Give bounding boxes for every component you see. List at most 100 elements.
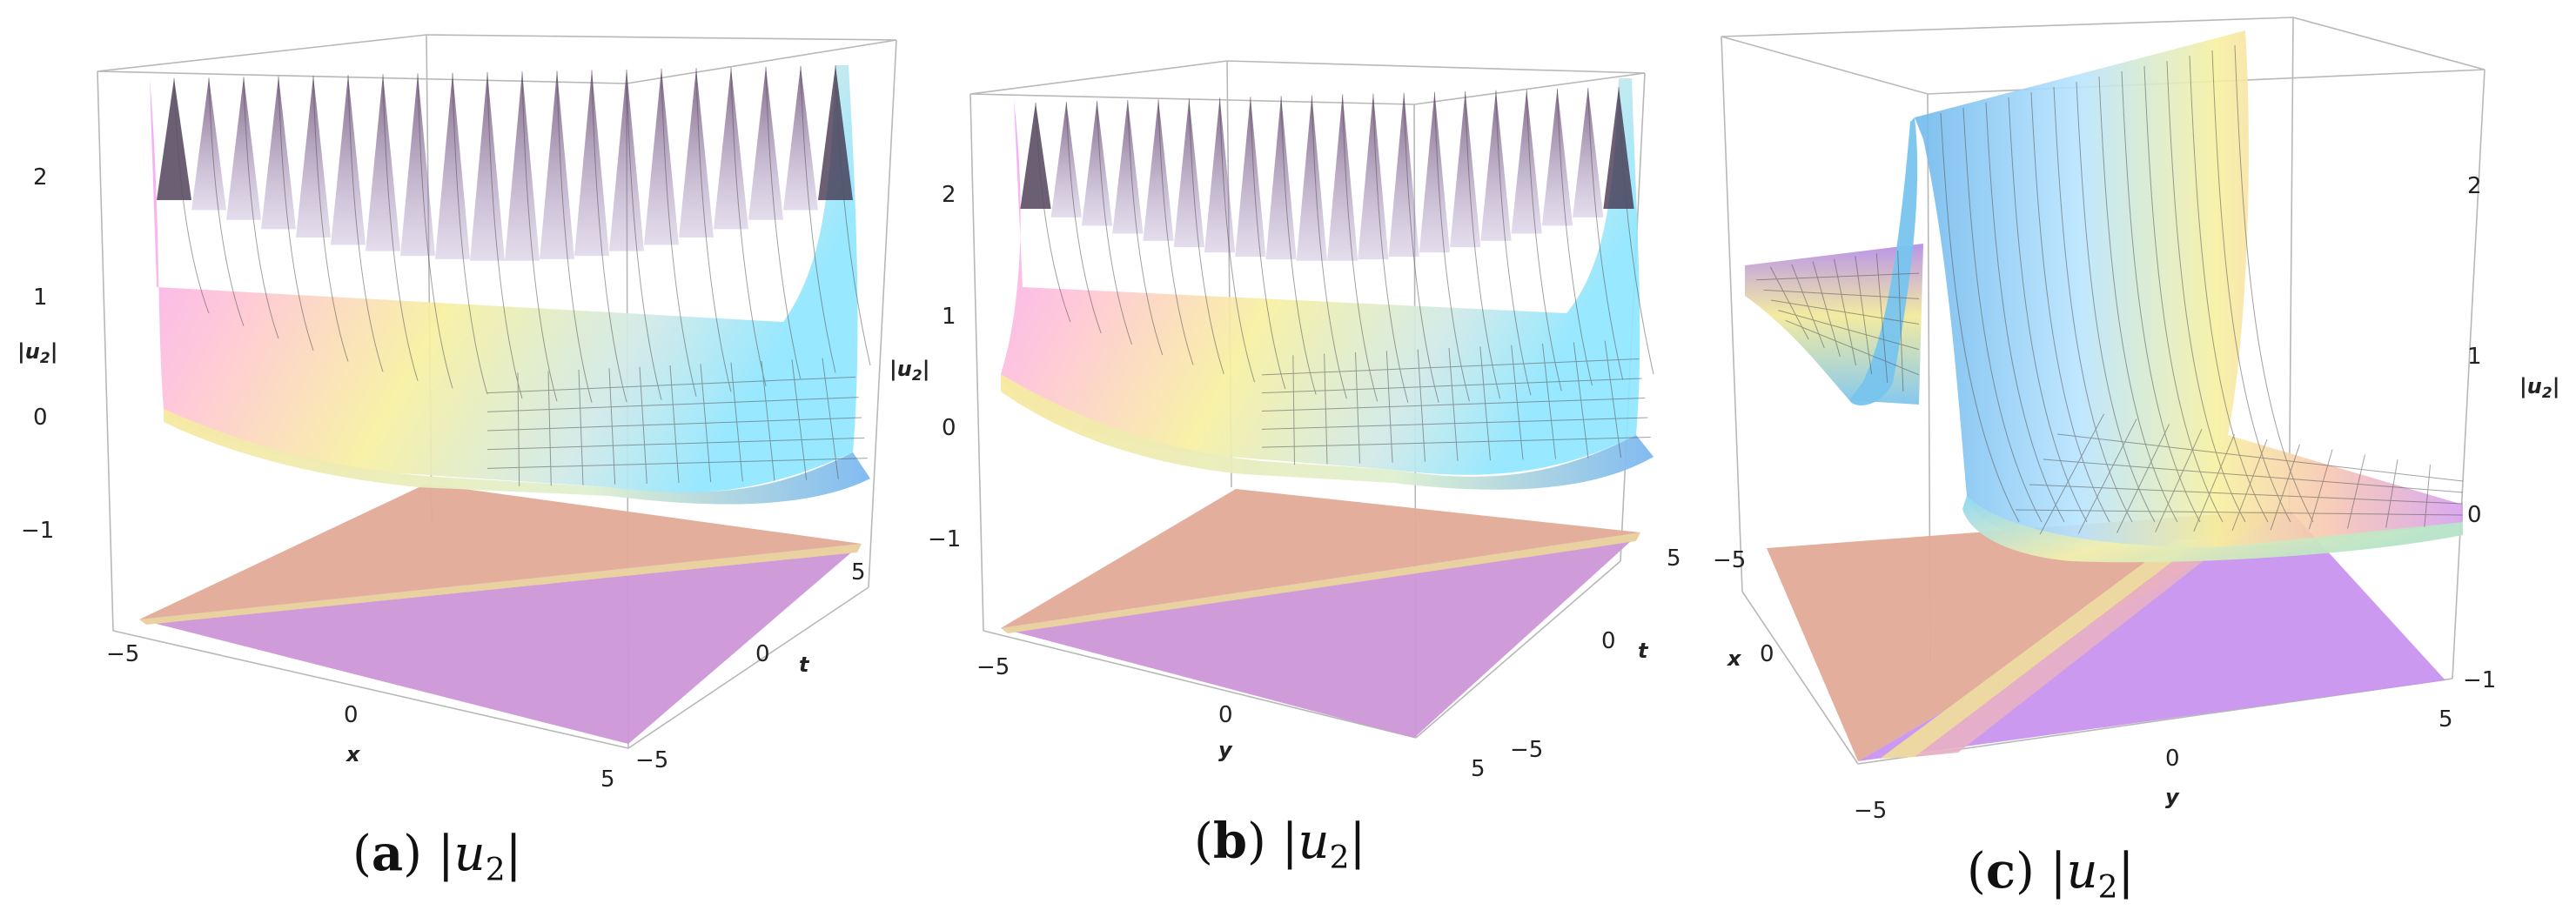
z-tick-c-0: 0 <box>2467 502 2482 528</box>
z-axis-ticks-b: 2 1 0 −1 <box>928 182 961 552</box>
surface-a-mesh-curve <box>661 68 697 397</box>
surface-b-mesh-curve <box>1495 90 1532 396</box>
panel-a: 2 1 0 −1 |u2| −5 0 5 x 5 0 −5 t (a) |u2| <box>17 34 897 888</box>
surface-a-peak <box>470 71 505 261</box>
surface-a-mesh-curve <box>591 70 627 403</box>
y-tick-c-m5: −5 <box>1854 798 1887 824</box>
surface-a-mesh-curve <box>835 64 871 366</box>
surface-a-mesh-curve <box>730 67 767 386</box>
surface-a-peak <box>574 70 609 257</box>
surface-b-mesh-curve <box>1403 92 1439 403</box>
surface-b-peak <box>1081 101 1113 226</box>
surface-c <box>1745 30 2464 563</box>
y-tick-c-0: 0 <box>2165 746 2180 772</box>
surface-c-grid-line <box>2039 413 2104 535</box>
x-axis-label-a: x <box>345 742 361 766</box>
surface-b-grid-line <box>1261 417 1648 430</box>
y-tick-b-0: 0 <box>1218 702 1233 728</box>
surface-a-peak <box>331 75 366 245</box>
panel-b: 2 1 0 −1 |u2| −5 0 5 y 5 0 −5 t (b) |u2| <box>889 60 1681 876</box>
surface-b-peak <box>1419 91 1451 253</box>
surface-a-mesh-curve <box>626 69 662 400</box>
surface-b-peak <box>1511 89 1542 234</box>
surface-c-grid-line <box>2193 433 2235 532</box>
contour-floor-a <box>139 484 862 744</box>
surface-a-mesh-curve <box>521 71 558 402</box>
surface-c-mesh-curve <box>2166 60 2246 523</box>
surface-b-mesh-curve <box>1465 90 1501 399</box>
surface-a <box>150 64 871 505</box>
surface-b-mesh-curve <box>1433 91 1470 402</box>
surface-a-mesh-curve <box>695 68 732 392</box>
surface-c-mesh-curve <box>2189 55 2269 523</box>
t-tick-a-0: 0 <box>755 641 770 667</box>
surface-b <box>1001 78 1654 490</box>
surface-b-peak <box>1296 95 1327 261</box>
t-axis-ticks-b: 5 0 −5 <box>1510 546 1681 763</box>
surface-c-grid-line <box>1756 272 1920 281</box>
surface-b-peak <box>1020 103 1051 209</box>
surface-b-peak <box>1358 93 1389 260</box>
surface-a-mesh-curve <box>208 77 245 326</box>
surface-b-mesh-curve <box>1157 99 1194 365</box>
surface-b-mesh-curve <box>1372 93 1409 404</box>
surface-c-mesh-curve <box>2143 65 2224 523</box>
surface-b-peak <box>1603 87 1634 209</box>
surface-a-mesh-curve <box>243 77 279 339</box>
mesh-lines-a <box>173 64 871 487</box>
surface-c-grid-line <box>1778 310 1920 351</box>
x-axis-ticks-a: −5 0 5 <box>106 641 615 793</box>
t-tick-a-5: 5 <box>851 559 866 586</box>
z-tick-b-1: 1 <box>942 304 956 330</box>
surface-c-grid-line <box>1763 289 1920 299</box>
surface-a-mesh-curve <box>382 74 419 381</box>
surface-a-mesh-curve <box>312 75 349 362</box>
surface-a-peak <box>679 68 714 238</box>
x-tick-a-5: 5 <box>600 766 615 793</box>
panel-c: 2 1 0 −1 |u2| −5 0 5 y −5 0 x (c) |u2| <box>1713 17 2559 906</box>
surface-a-mesh-curve <box>417 73 453 389</box>
surface-c-mesh-curve <box>2076 81 2156 523</box>
surface-a-peak <box>609 69 644 251</box>
surface-c-mesh-curve <box>2098 76 2178 523</box>
x-axis-ticks-c: −5 0 <box>1713 547 1774 667</box>
mesh-lines-b <box>1035 86 1654 465</box>
surface-b-peak <box>1050 102 1082 218</box>
z-tick-c-2: 2 <box>2467 173 2482 199</box>
surface-b-mesh-curve <box>1219 97 1256 383</box>
peaks-a <box>157 65 853 261</box>
surface-c-grid-line <box>2043 458 2464 493</box>
surface-a-peak <box>296 75 331 238</box>
peaks-b <box>1020 87 1634 261</box>
surface-b-peak <box>1235 97 1266 257</box>
surface-a-grid-line <box>486 376 856 394</box>
surface-b-mesh-curve <box>1127 100 1164 356</box>
surface-c-grid-line <box>1785 319 1920 376</box>
surface-a-peak <box>540 70 574 259</box>
surface-b-mesh-curve <box>1188 98 1224 375</box>
surface-b-mesh-curve <box>1556 88 1593 386</box>
y-tick-b-m5: −5 <box>976 654 1010 680</box>
surface-a-peak <box>818 65 853 200</box>
contour-floor-b <box>1001 489 1640 738</box>
y-axis-ticks-b: −5 0 5 <box>976 654 1486 782</box>
t-axis-ticks-a: 5 0 −5 <box>635 559 866 773</box>
z-tick-c-1: 1 <box>2467 344 2482 370</box>
surface-c-grid-line <box>2347 454 2365 529</box>
z-tick-a-m1: −1 <box>21 518 54 544</box>
z-tick-c-m1: −1 <box>2463 667 2496 693</box>
t-tick-b-0: 0 <box>1601 628 1616 654</box>
mesh-lines-c <box>1756 44 2464 535</box>
t-axis-label-a: t <box>799 653 810 677</box>
z-axis-label-c: |u2| <box>2519 374 2559 402</box>
surface-c-grid-line <box>2270 444 2300 531</box>
surface-c-grid-line <box>2015 509 2464 516</box>
surface-c-mesh-curve <box>1985 102 2065 523</box>
z-axis-ticks-c: 2 1 0 −1 <box>2463 173 2496 693</box>
surface-a-peak <box>783 65 818 211</box>
surface-b-grid-line <box>1261 378 1642 394</box>
x-tick-a-m5: −5 <box>106 641 139 667</box>
surface-b-mesh-curve <box>1526 89 1562 392</box>
surface-a-mesh-curve <box>278 76 314 351</box>
